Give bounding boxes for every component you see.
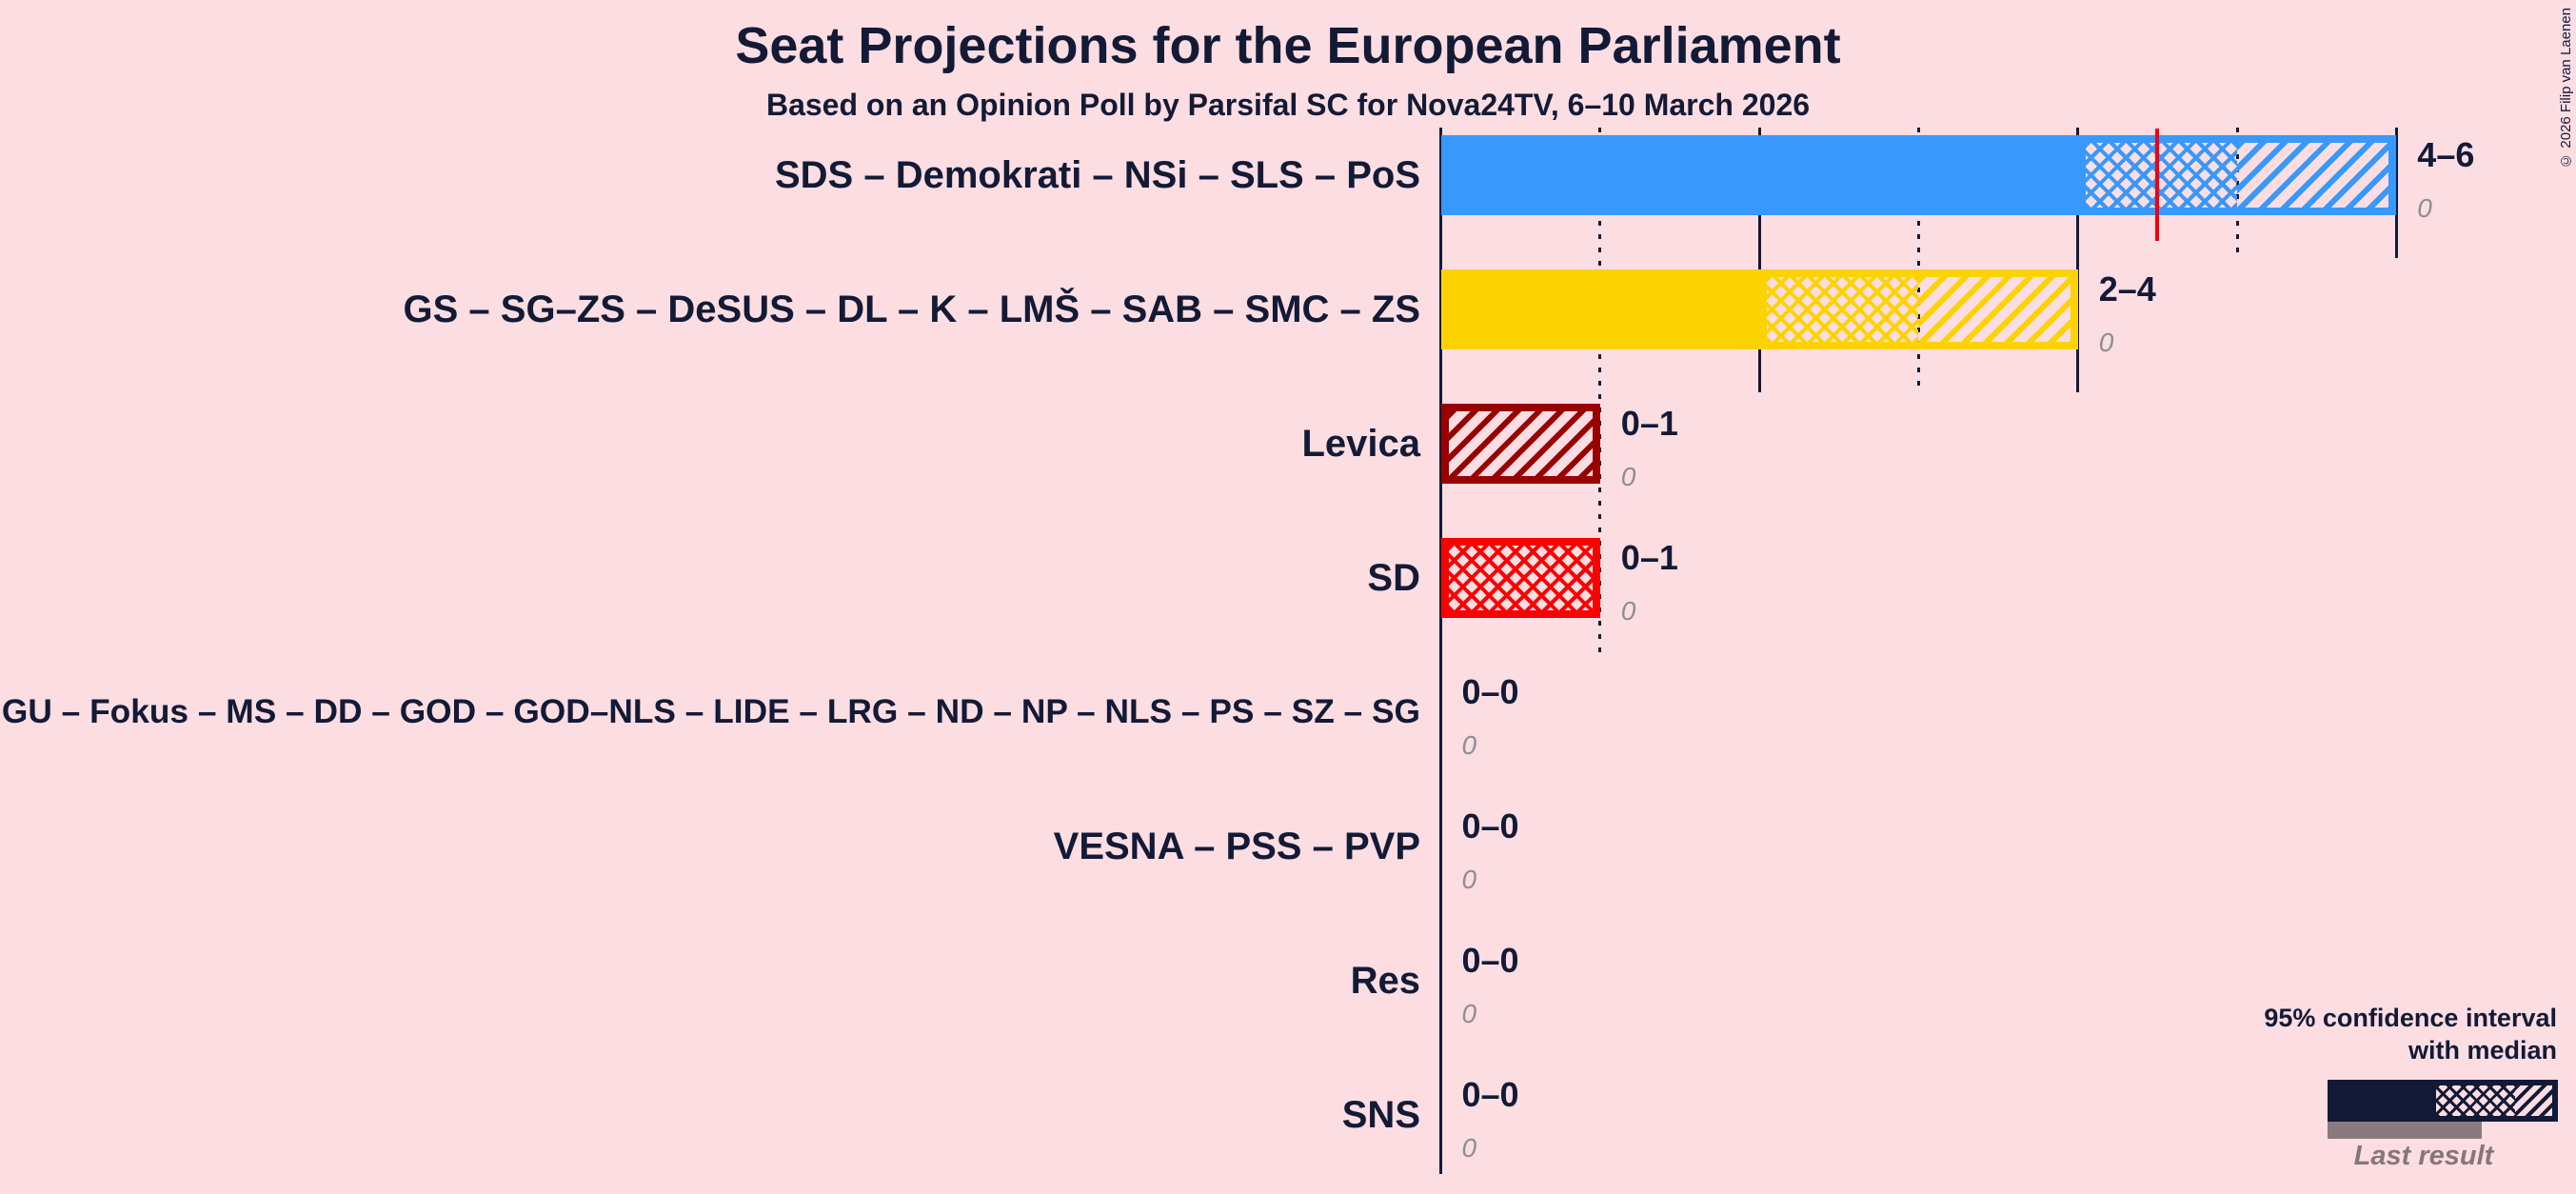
- copyright-text: © 2026 Filip van Laenen: [2558, 8, 2574, 169]
- last-result-value: 0: [1461, 865, 1477, 894]
- legend-ci-title: 95% confidence interval with median: [1814, 1002, 2557, 1066]
- party-label: GU – Fokus – MS – DD – GOD – GOD–NLS – L…: [1, 693, 1420, 730]
- value-label: 0–0: [1461, 672, 1519, 711]
- gridline-solid-2: [1757, 128, 1761, 392]
- bar-solid-segment: [1440, 135, 2078, 215]
- bar-ci-diagonal: [2236, 143, 2389, 208]
- page-subtitle: Based on an Opinion Poll by Parsifal SC …: [765, 88, 1811, 122]
- party-label: SNS: [1341, 1094, 1420, 1136]
- x-axis-line: [1439, 128, 1442, 1174]
- party-label: Levica: [1301, 423, 1420, 465]
- gridline-solid-6: [2394, 128, 2398, 258]
- bar-ci-diagonal: [1448, 411, 1593, 476]
- value-label: 4–6: [2417, 135, 2475, 174]
- legend-ci-title-line2: with median: [2408, 1036, 2557, 1065]
- bar-ci-crosshatch: [1448, 546, 1593, 610]
- value-label: 0–1: [1620, 404, 1678, 443]
- party-label: GS – SG–ZS – DeSUS – DL – K – LMŠ – SAB …: [403, 289, 1420, 330]
- bar-ci-crosshatch: [2085, 143, 2237, 208]
- value-label: 0–0: [1461, 941, 1519, 980]
- last-result-value: 0: [1461, 730, 1477, 760]
- legend-ci-title-line1: 95% confidence interval: [2264, 1004, 2557, 1032]
- legend-crosshatch-segment: [2436, 1085, 2515, 1116]
- bar-ci-crosshatch: [1767, 277, 1919, 342]
- gridline-dotted-1: [1598, 128, 1602, 661]
- value-label: 0–1: [1620, 538, 1678, 577]
- legend-ci-sample-bar: [2328, 1080, 2558, 1122]
- gridline-dotted-3: [1916, 128, 1920, 392]
- legend-diagonal-segment: [2514, 1085, 2552, 1116]
- last-result-value: 0: [1620, 596, 1636, 626]
- page-title: Seat Projections for the European Parlia…: [735, 17, 1841, 74]
- last-result-value: 0: [2417, 193, 2432, 223]
- party-label: Res: [1350, 960, 1420, 1002]
- legend-last-result-bar: [2328, 1122, 2482, 1139]
- legend-solid-segment: [2333, 1085, 2437, 1116]
- party-label: SDS – Demokrati – NSi – SLS – PoS: [774, 154, 1420, 196]
- value-label: 2–4: [2098, 269, 2156, 308]
- party-label: SD: [1367, 557, 1420, 599]
- value-label: 0–0: [1461, 1075, 1519, 1114]
- party-label: VESNA – PSS – PVP: [1053, 826, 1420, 867]
- legend-last-result-label: Last result: [2353, 1141, 2494, 1171]
- bar-ci-box: [1440, 538, 1600, 618]
- last-result-value: 0: [1461, 999, 1477, 1028]
- bar-solid-segment: [1440, 269, 1760, 349]
- last-result-value: 0: [1461, 1133, 1477, 1163]
- gridline-solid-4: [2076, 128, 2080, 392]
- last-result-value: 0: [2098, 328, 2114, 357]
- majority-line: [2155, 129, 2160, 241]
- bar-ci-box: [1759, 269, 2078, 349]
- value-label: 0–0: [1461, 806, 1519, 846]
- last-result-value: 0: [1620, 462, 1636, 491]
- bar-ci-box: [1440, 404, 1600, 484]
- bar-ci-box: [2077, 135, 2397, 215]
- bar-ci-diagonal: [1918, 277, 2071, 342]
